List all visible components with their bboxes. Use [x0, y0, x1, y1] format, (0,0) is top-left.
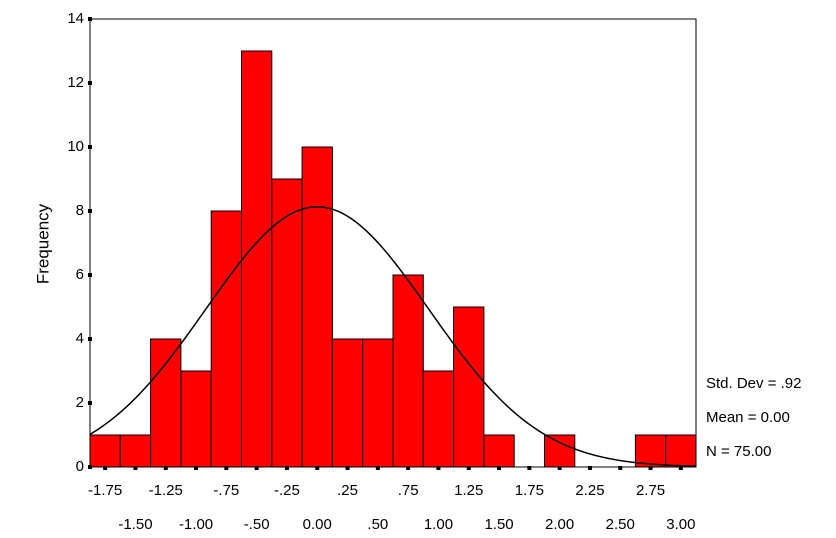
- x-tick-label: .75: [398, 482, 419, 499]
- stats-label: Mean = 0.00: [706, 409, 790, 426]
- y-tick-mark: [88, 209, 92, 213]
- x-tick-mark: [466, 466, 471, 470]
- x-tick-mark: [497, 466, 502, 470]
- bar: [453, 306, 485, 468]
- stats-label: Std. Dev = .92: [706, 375, 801, 392]
- x-tick-mark: [133, 466, 138, 470]
- x-tick-label: -1.50: [118, 516, 152, 533]
- y-tick-mark: [88, 145, 92, 149]
- x-tick-label: 1.75: [515, 482, 544, 499]
- bar: [665, 434, 697, 468]
- bar: [180, 370, 212, 468]
- bar: [634, 434, 667, 468]
- bar: [150, 338, 182, 468]
- y-tick-mark: [88, 465, 92, 469]
- y-tick-mark: [88, 81, 92, 85]
- y-tick-mark: [88, 273, 92, 277]
- bar: [89, 434, 121, 468]
- y-tick-label: 2: [76, 394, 84, 411]
- x-tick-label: 0.00: [303, 516, 332, 533]
- stats-label: N = 75.00: [706, 443, 771, 460]
- bar: [422, 370, 455, 468]
- bar: [271, 178, 303, 468]
- bar: [301, 146, 333, 468]
- bar: [362, 338, 394, 468]
- x-tick-label: .25: [337, 482, 358, 499]
- x-tick-mark: [678, 466, 683, 470]
- x-tick-mark: [315, 466, 320, 470]
- x-tick-label: 1.00: [424, 516, 453, 533]
- x-tick-mark: [587, 466, 592, 470]
- x-tick-mark: [163, 466, 168, 470]
- x-tick-label: 2.25: [575, 482, 604, 499]
- x-tick-mark: [557, 466, 562, 470]
- x-tick-label: 2.50: [606, 516, 635, 533]
- y-axis-label: Frequency: [33, 203, 52, 284]
- x-tick-mark: [224, 466, 229, 470]
- y-tick-label: 6: [76, 266, 84, 283]
- x-tick-label: -.25: [274, 482, 300, 499]
- x-tick-label: 1.25: [454, 482, 483, 499]
- x-tick-mark: [406, 466, 411, 470]
- x-tick-label: -1.00: [179, 516, 213, 533]
- y-tick-label: 14: [67, 10, 84, 27]
- x-tick-label: 2.00: [545, 516, 574, 533]
- bar: [483, 434, 515, 468]
- bar: [119, 434, 152, 468]
- x-tick-label: -1.75: [88, 482, 122, 499]
- y-tick-label: 10: [67, 138, 84, 155]
- x-tick-mark: [254, 466, 259, 470]
- x-tick-label: 1.50: [484, 516, 513, 533]
- y-tick-mark: [88, 17, 92, 21]
- x-tick-mark: [436, 466, 441, 470]
- x-tick-mark: [284, 466, 289, 470]
- y-tick-label: 0: [76, 458, 84, 475]
- bar: [210, 210, 242, 468]
- x-tick-mark: [648, 466, 653, 470]
- x-tick-label: -1.25: [149, 482, 183, 499]
- x-tick-label: -.50: [244, 516, 270, 533]
- x-tick-label: .50: [367, 516, 388, 533]
- y-tick-label: 12: [67, 74, 84, 91]
- bar: [544, 434, 576, 468]
- bar: [331, 338, 364, 468]
- x-tick-mark: [375, 466, 380, 470]
- normal-curve: [89, 206, 697, 467]
- x-tick-mark: [194, 466, 199, 470]
- x-tick-label: 2.75: [636, 482, 665, 499]
- y-tick-mark: [88, 337, 92, 341]
- x-tick-mark: [103, 466, 108, 470]
- x-tick-label: -.75: [213, 482, 239, 499]
- x-tick-mark: [618, 466, 623, 470]
- bar: [241, 50, 273, 468]
- x-tick-label: 3.00: [666, 516, 695, 533]
- y-tick-mark: [88, 401, 92, 405]
- x-tick-mark: [527, 466, 532, 470]
- y-tick-label: 4: [76, 330, 84, 347]
- x-tick-mark: [345, 466, 350, 470]
- y-tick-label: 8: [76, 202, 84, 219]
- bar: [392, 274, 424, 468]
